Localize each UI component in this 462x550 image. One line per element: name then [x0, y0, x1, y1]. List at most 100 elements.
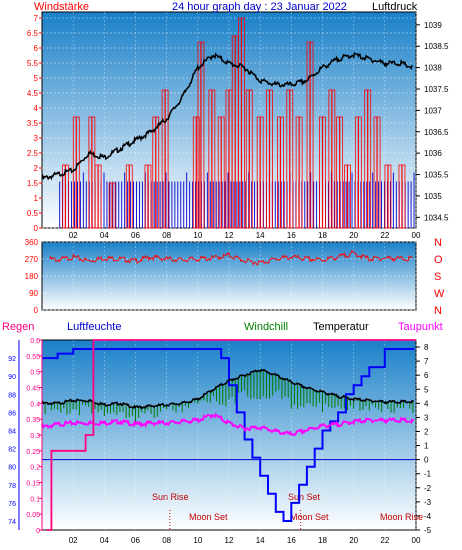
pressure-tick-8: 1038.5 [424, 42, 449, 51]
legend-regen: Regen [2, 321, 34, 333]
dir-tick-2: 180 [25, 272, 39, 281]
dir-tick-4: 360 [25, 238, 39, 247]
humidity-tick-6: 86 [8, 410, 16, 417]
wind-step-27 [354, 116, 362, 229]
x-tick-p3-8: 18 [318, 536, 327, 545]
wind-step-1 [72, 116, 80, 229]
wind-step-17 [256, 116, 264, 229]
temp-tick-6: 1 [424, 442, 429, 451]
humidity-tick-1: 76 [8, 501, 16, 508]
wind-step-7 [152, 116, 160, 229]
legend-temperatur: Temperatur [313, 321, 369, 333]
wind-step-29 [373, 116, 381, 229]
compass-tick-4: N [434, 237, 442, 249]
wind-tick-11: 5.5 [27, 59, 39, 68]
wind-tick-5: 2.5 [27, 149, 39, 158]
temp-tick-12: 7 [424, 357, 429, 366]
wind-step-9 [192, 116, 200, 229]
rain-tick-1: 0.05 [26, 512, 40, 519]
rain-tick-10: 0.5 [30, 370, 40, 377]
wind-tick-4: 2 [34, 164, 39, 173]
wind-step-30 [384, 164, 392, 229]
rain-tick-4: 0.2 [30, 465, 40, 472]
humidity-tick-8: 90 [8, 374, 16, 381]
temp-tick-4: -1 [424, 470, 432, 479]
wind-step-6 [144, 164, 152, 229]
humidity-tick-9: 92 [8, 356, 16, 363]
wind-tick-2: 1 [34, 194, 39, 203]
wind-direction-line [49, 250, 413, 266]
rain-tick-7: 0.35 [26, 417, 40, 424]
moon-set-label: Moon Set [189, 512, 228, 522]
x-tick-p1-6: 14 [256, 231, 265, 240]
x-tick-p3-11: 00 [412, 536, 421, 545]
wind-axis-title: Windstärke [34, 1, 89, 13]
rain-tick-6: 0.3 [30, 433, 40, 440]
rain-tick-12: 0.6 [30, 338, 40, 345]
humidity-line [42, 348, 415, 522]
temp-tick-11: 6 [424, 371, 429, 380]
x-tick-p3-3: 08 [162, 536, 171, 545]
x-tick-p3-2: 06 [131, 536, 140, 545]
sun-rise-label: Sun Rise [152, 492, 189, 502]
x-tick-p1-0: 02 [69, 231, 78, 240]
x-tick-p1-11: 00 [412, 231, 421, 240]
wind-tick-1: 0.5 [27, 209, 39, 218]
temp-tick-13: 8 [424, 343, 429, 352]
wind-tick-12: 6 [34, 44, 39, 53]
dir-tick-3: 270 [25, 255, 39, 264]
wind-step-22 [306, 41, 314, 229]
wind-step-26 [344, 164, 351, 229]
wind-tick-14: 7 [34, 14, 39, 23]
temperature-line [41, 368, 414, 410]
pressure-tick-9: 1039 [424, 21, 442, 30]
sun-set-label: Sun Set [288, 492, 321, 502]
wind-step-12 [217, 116, 225, 229]
pressure-line [41, 51, 413, 181]
humidity-tick-5: 84 [8, 428, 16, 435]
temp-tick-0: -5 [424, 526, 432, 535]
wind-step-21 [295, 116, 303, 229]
wind-step-19 [277, 116, 284, 229]
rain-tick-3: 0.15 [26, 481, 40, 488]
wind-step-25 [336, 116, 344, 229]
x-tick-p1-10: 22 [380, 231, 389, 240]
wind-step-20 [286, 89, 294, 229]
pressure-tick-7: 1038 [424, 64, 442, 73]
x-tick-p1-8: 18 [318, 231, 327, 240]
x-tick-p3-5: 12 [225, 536, 234, 545]
rain-tick-11: 0.55 [26, 354, 40, 361]
x-tick-p3-9: 20 [349, 536, 358, 545]
x-tick-p3-10: 22 [380, 536, 389, 545]
pressure-tick-2: 1035.5 [424, 171, 449, 180]
wind-step-11 [208, 89, 216, 229]
temp-tick-8: 3 [424, 413, 429, 422]
wind-step-31 [398, 164, 406, 229]
humidity-tick-3: 80 [8, 465, 16, 472]
legend-luftfeuchte: Luftfeuchte [67, 321, 121, 333]
humidity-tick-2: 78 [8, 483, 16, 490]
pressure-tick-5: 1037 [424, 106, 442, 115]
wind-step-3 [94, 164, 102, 229]
temp-tick-3: -2 [424, 484, 432, 493]
x-tick-p1-5: 12 [225, 231, 234, 240]
wind-step-28 [364, 89, 372, 229]
wind-tick-7: 3.5 [27, 119, 39, 128]
x-tick-p1-9: 20 [349, 231, 358, 240]
pressure-tick-3: 1036 [424, 149, 442, 158]
x-tick-p3-4: 10 [193, 536, 202, 545]
dir-tick-0: 0 [34, 306, 39, 315]
pressure-axis-title: Luftdruck [372, 1, 418, 13]
humidity-tick-0: 74 [8, 519, 16, 526]
wind-step-23 [319, 116, 326, 229]
wind-step-18 [266, 89, 273, 229]
temp-tick-10: 5 [424, 385, 429, 394]
pressure-tick-0: 1034.5 [424, 213, 449, 222]
temp-tick-7: 2 [424, 427, 429, 436]
temp-tick-5: 0 [424, 456, 429, 465]
moon-set-label-2: Moon Set [290, 512, 329, 522]
wind-step-16 [245, 89, 253, 229]
x-tick-p1-3: 08 [162, 231, 171, 240]
x-tick-p1-1: 04 [100, 231, 109, 240]
